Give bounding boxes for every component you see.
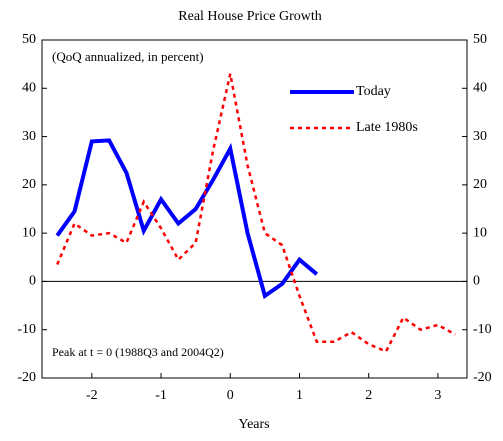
y-tick-label: 40: [22, 81, 36, 96]
y-tick-label: -20: [17, 370, 36, 385]
series-line: [56, 73, 456, 354]
y-tick-label: 30: [22, 129, 36, 144]
x-tick-label: -1: [155, 388, 167, 403]
x-tick-label: 3: [434, 388, 441, 403]
y-tick-label: 10: [22, 225, 36, 240]
y-tick-label: -10: [17, 322, 36, 337]
x-tick-label: 2: [365, 388, 372, 403]
y2-tick-label: -20: [473, 370, 492, 385]
y2-tick-label: 30: [473, 129, 487, 144]
legend-label: Today: [356, 84, 391, 99]
annotation: Peak at t = 0 (1988Q3 and 2004Q2): [52, 345, 224, 359]
y2-tick-label: 40: [473, 81, 487, 96]
y-tick-label: 0: [29, 274, 36, 289]
y2-tick-label: 50: [473, 32, 487, 47]
x-tick-label: 0: [227, 388, 234, 403]
y-tick-label: 50: [22, 32, 36, 47]
chart-title: Real House Price Growth: [178, 9, 321, 24]
legend-label: Late 1980s: [356, 120, 418, 135]
x-tick-label: -2: [86, 388, 98, 403]
annotation: (QoQ annualized, in percent): [52, 49, 204, 64]
plot-frame: [41, 39, 468, 379]
y2-tick-label: -10: [473, 322, 492, 337]
y2-tick-label: 20: [473, 177, 487, 192]
y2-tick-label: 0: [473, 274, 480, 289]
series-line: [55, 138, 319, 300]
x-tick-label: 1: [296, 388, 303, 403]
x-axis-label: Years: [238, 417, 269, 432]
y2-tick-label: 10: [473, 225, 487, 240]
y-tick-label: 20: [22, 177, 36, 192]
